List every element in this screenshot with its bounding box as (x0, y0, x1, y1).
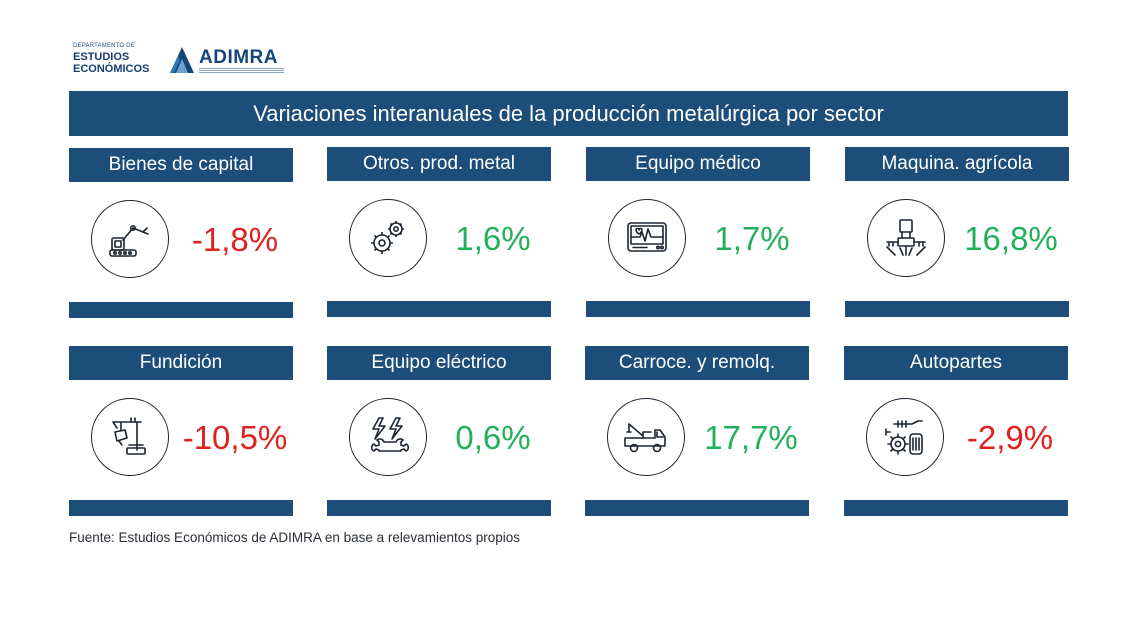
sector-card: Autopartes -2,9% (844, 346, 1068, 516)
sector-card: Equipo eléctrico 0,6% (327, 346, 551, 516)
sector-card: Equipo médico 1,7% (586, 147, 810, 317)
sector-card: Maquina. agrícola 16,8% (845, 147, 1069, 317)
department-logo: DEPARTAMENTO DE ESTUDIOS ECONÓMICOS (73, 43, 163, 75)
sector-card: Fundición -10,5% (69, 346, 293, 516)
sector-value: -10,5% (182, 419, 288, 456)
adimra-logo-mark-icon (170, 47, 194, 73)
department-logo-small-text: DEPARTAMENTO DE (73, 43, 135, 49)
card-footer-bar (585, 500, 809, 516)
sector-value: 1,7% (714, 220, 790, 257)
sector-value: 0,6% (455, 419, 531, 456)
sector-name: Equipo médico (586, 147, 810, 181)
sector-name: Autopartes (844, 346, 1068, 380)
robotic-arm-icon (91, 200, 169, 278)
adimra-logo-subtitle-lines (199, 68, 284, 73)
foundry-crane-icon (91, 398, 169, 476)
card-footer-bar (69, 500, 293, 516)
sector-card: Bienes de capital -1,8% (69, 148, 293, 318)
card-footer-bar (327, 500, 551, 516)
auto-parts-icon (866, 398, 944, 476)
sector-name: Bienes de capital (69, 148, 293, 182)
sector-name: Maquina. agrícola (845, 147, 1069, 181)
card-footer-bar (845, 301, 1069, 317)
department-logo-line2: ECONÓMICOS (73, 63, 150, 75)
adimra-logo-word: ADIMRA (199, 47, 278, 68)
card-footer-bar (69, 302, 293, 318)
heart-monitor-icon (608, 199, 686, 277)
sector-name: Fundición (69, 346, 293, 380)
tow-truck-icon (607, 398, 685, 476)
chart-title: Variaciones interanuales de la producció… (69, 91, 1068, 136)
sector-card: Carroce. y remolq. 17,7% (585, 346, 809, 516)
sector-name: Otros. prod. metal (327, 147, 551, 181)
sector-value: 16,8% (964, 220, 1058, 257)
source-note: Fuente: Estudios Económicos de ADIMRA en… (69, 530, 520, 545)
gears-icon (349, 199, 427, 277)
card-footer-bar (586, 301, 810, 317)
sector-value: -1,8% (191, 221, 279, 258)
sector-name: Equipo eléctrico (327, 346, 551, 380)
card-footer-bar (844, 500, 1068, 516)
sector-value: 1,6% (455, 220, 531, 257)
sector-name: Carroce. y remolq. (585, 346, 809, 380)
card-footer-bar (327, 301, 551, 317)
lightning-wrench-icon (349, 398, 427, 476)
crop-sprayer-icon (867, 199, 945, 277)
sector-card: Otros. prod. metal 1,6% (327, 147, 551, 317)
sector-value: -2,9% (966, 419, 1054, 456)
sector-value: 17,7% (704, 419, 798, 456)
department-logo-line1: ESTUDIOS (73, 51, 130, 63)
